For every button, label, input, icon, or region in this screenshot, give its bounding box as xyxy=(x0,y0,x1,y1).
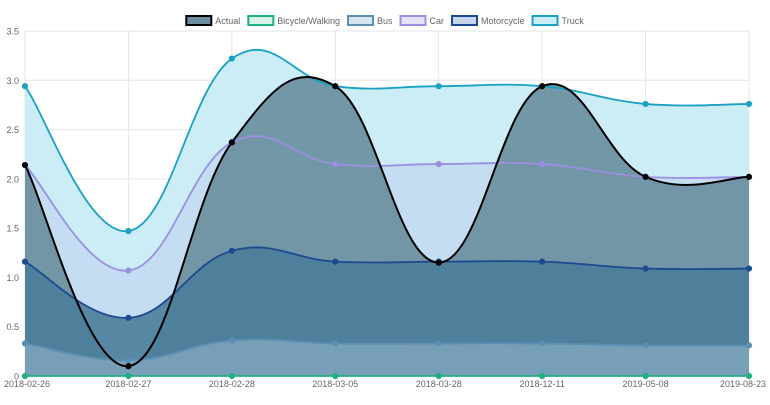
point-bicycle-walking[interactable] xyxy=(332,372,339,380)
point-car[interactable] xyxy=(125,267,132,274)
legend-item-bus[interactable]: Bus xyxy=(346,15,393,26)
point-truck[interactable] xyxy=(435,83,442,90)
legend-item-bicycle-walking[interactable]: Bicycle/Walking xyxy=(247,15,340,26)
x-tick-label: 2018-03-05 xyxy=(312,379,358,389)
y-tick-label: 2.0 xyxy=(6,174,19,184)
legend-swatch xyxy=(346,15,374,26)
point-motorcycle[interactable] xyxy=(745,265,753,272)
point-actual[interactable] xyxy=(435,259,442,266)
point-truck[interactable] xyxy=(125,228,132,235)
legend-label: Motorcycle xyxy=(481,16,525,26)
point-motorcycle[interactable] xyxy=(125,314,132,321)
legend-swatch xyxy=(399,15,427,26)
legend-item-car[interactable]: Car xyxy=(399,15,445,26)
point-actual[interactable] xyxy=(539,83,546,90)
point-bus[interactable] xyxy=(745,342,753,349)
legend[interactable]: Actual Bicycle/Walking Bus Car Motorcycle Tru… xyxy=(185,15,585,26)
area-bus xyxy=(25,339,749,376)
point-bicycle-walking[interactable] xyxy=(125,372,132,380)
x-tick-label: 2018-03-28 xyxy=(416,379,462,389)
legend-label: Car xyxy=(430,16,445,26)
point-bus[interactable] xyxy=(125,357,132,364)
point-bicycle-walking[interactable] xyxy=(539,372,546,380)
point-motorcycle[interactable] xyxy=(21,258,29,265)
point-car[interactable] xyxy=(539,160,546,168)
point-truck[interactable] xyxy=(642,100,649,108)
point-motorcycle[interactable] xyxy=(642,265,649,272)
legend-item-motorcycle[interactable]: Motorcycle xyxy=(451,15,525,26)
point-actual[interactable] xyxy=(745,173,753,180)
legend-item-actual[interactable]: Actual xyxy=(185,15,240,26)
x-tick-label: 2019-08-23 xyxy=(720,379,766,389)
point-bus[interactable] xyxy=(435,340,442,347)
point-truck[interactable] xyxy=(21,83,29,90)
point-actual[interactable] xyxy=(228,139,235,146)
point-car[interactable] xyxy=(435,160,442,168)
legend-swatch xyxy=(451,15,479,26)
y-tick-label: 1.5 xyxy=(6,224,19,234)
point-bicycle-walking[interactable] xyxy=(228,372,235,380)
point-bicycle-walking[interactable] xyxy=(745,372,753,380)
x-tick-label: 2019-05-08 xyxy=(623,379,669,389)
legend-item-truck[interactable]: Truck xyxy=(531,15,585,26)
point-motorcycle[interactable] xyxy=(332,258,339,265)
y-tick-label: 1.0 xyxy=(6,273,19,283)
point-actual[interactable] xyxy=(332,83,339,90)
point-motorcycle[interactable] xyxy=(228,247,235,254)
point-actual[interactable] xyxy=(642,173,649,180)
point-bus[interactable] xyxy=(21,340,29,347)
point-bicycle-walking[interactable] xyxy=(21,372,29,380)
legend-label: Actual xyxy=(215,16,240,26)
legend-swatch xyxy=(247,15,275,26)
point-bus[interactable] xyxy=(228,337,235,344)
legend-swatch xyxy=(531,15,559,26)
point-truck[interactable] xyxy=(745,100,753,108)
point-motorcycle[interactable] xyxy=(539,258,546,265)
y-tick-label: 0.5 xyxy=(6,322,19,332)
legend-label: Bicycle/Walking xyxy=(277,16,340,26)
x-tick-label: 2018-12-11 xyxy=(519,379,564,389)
y-tick-label: 3.5 xyxy=(6,27,19,37)
x-tick-label: 2018-02-28 xyxy=(209,379,255,389)
x-tick-label: 2018-02-26 xyxy=(4,379,50,389)
axes: 0 0.5 1.0 1.5 2.0 2.5 3.0 3.5 2018-02-26 2018-02-… xyxy=(4,27,766,390)
line-motorcycle xyxy=(24,246,750,319)
point-truck[interactable] xyxy=(228,55,235,62)
legend-label: Truck xyxy=(562,16,585,26)
point-actual[interactable] xyxy=(125,363,132,370)
legend-swatch xyxy=(185,15,213,26)
point-bus[interactable] xyxy=(332,340,339,347)
legend-label: Bus xyxy=(377,16,393,26)
y-tick-label: 3.0 xyxy=(6,76,19,86)
point-bus[interactable] xyxy=(539,340,546,347)
point-actual[interactable] xyxy=(21,161,29,169)
point-bicycle-walking[interactable] xyxy=(435,372,442,380)
series-points xyxy=(21,55,753,380)
x-tick-label: 2018-02-27 xyxy=(105,379,151,389)
y-tick-label: 0 xyxy=(14,372,19,382)
y-tick-label: 2.5 xyxy=(6,125,19,135)
point-bicycle-walking[interactable] xyxy=(642,372,649,380)
point-bus[interactable] xyxy=(642,342,649,349)
series-areas xyxy=(25,49,749,376)
point-car[interactable] xyxy=(332,160,339,168)
